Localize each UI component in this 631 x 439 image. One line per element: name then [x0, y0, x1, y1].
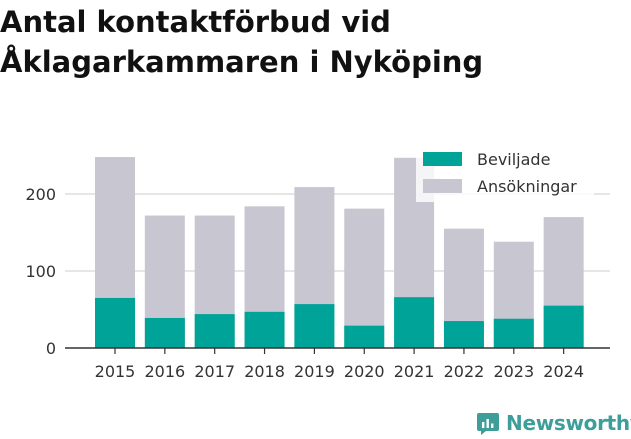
legend-swatch — [423, 152, 462, 166]
y-axis-ticks: 0 100 200 — [25, 185, 56, 358]
x-tick-label: 2023 — [493, 362, 534, 381]
y-tick-label: 200 — [25, 185, 56, 204]
x-tick-label: 2018 — [244, 362, 285, 381]
legend-label: Beviljade — [477, 150, 550, 169]
bar-beviljade — [394, 297, 435, 348]
bar-beviljade — [194, 314, 235, 348]
legend: Beviljade Ansökningar — [416, 142, 594, 202]
bar-beviljade — [95, 297, 135, 348]
x-tick-label: 2015 — [95, 362, 136, 381]
title-line-1: Antal kontaktförbud vid — [0, 5, 391, 39]
x-tick-label: 2020 — [344, 362, 385, 381]
bar-beviljade — [493, 318, 534, 348]
chart-title: Antal kontaktförbud vid Åklagarkammaren i… — [0, 2, 620, 82]
bar-ansokningar — [344, 208, 385, 348]
bar-beviljade — [543, 305, 584, 348]
bar-beviljade — [294, 304, 335, 348]
bar-beviljade — [244, 311, 285, 348]
y-tick-label: 0 — [46, 339, 56, 358]
bar-beviljade — [344, 325, 385, 348]
x-tick-label: 2019 — [294, 362, 335, 381]
brand-logo: Newsworthy — [476, 407, 631, 439]
x-axis-ticks: 2015 2016 2017 2018 2019 2020 2021 2022 2023 2024 — [95, 348, 584, 381]
x-tick-label: 2024 — [543, 362, 584, 381]
bar-beviljade — [144, 317, 185, 348]
x-tick-label: 2017 — [194, 362, 235, 381]
brand-name: Newsworthy — [506, 411, 631, 435]
title-line-2: Åklagarkammaren i Nyköping — [0, 45, 484, 79]
bar-beviljade — [443, 321, 484, 348]
x-tick-label: 2021 — [394, 362, 435, 381]
legend-label: Ansökningar — [477, 177, 577, 196]
legend-swatch — [423, 179, 462, 193]
newsworthy-logo-icon — [477, 413, 499, 435]
x-tick-label: 2016 — [144, 362, 185, 381]
y-tick-label: 100 — [25, 262, 56, 281]
x-tick-label: 2022 — [444, 362, 485, 381]
